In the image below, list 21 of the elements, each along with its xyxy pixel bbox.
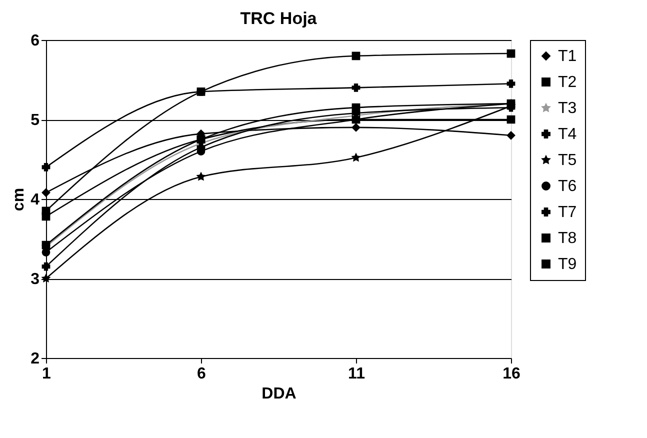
legend-label: T9 xyxy=(558,256,577,273)
legend-label: T3 xyxy=(558,100,577,117)
legend-label: T8 xyxy=(558,230,577,247)
x-tick-label: 6 xyxy=(197,366,206,382)
y-tick-label: 6 xyxy=(30,32,40,50)
y-tick-label: 4 xyxy=(30,192,40,208)
chart-title: TRC Hoja xyxy=(240,9,318,28)
x-axis-title: DDA xyxy=(262,386,297,402)
legend-label: T1 xyxy=(558,48,577,65)
y-tick-label: 2 xyxy=(30,350,40,368)
x-tick-label: 1 xyxy=(42,366,52,382)
legend-label: T7 xyxy=(558,204,577,221)
y-axis-title: cm xyxy=(10,188,28,212)
x-tick-label: 16 xyxy=(502,366,520,382)
legend-label: T5 xyxy=(558,152,577,169)
legend-label: T2 xyxy=(558,74,577,91)
x-tick-label: 11 xyxy=(348,366,366,382)
y-tick-label: 5 xyxy=(30,112,40,129)
legend-label: T6 xyxy=(558,178,577,195)
legend-label: T4 xyxy=(558,126,577,143)
y-tick-label: 3 xyxy=(30,271,40,288)
